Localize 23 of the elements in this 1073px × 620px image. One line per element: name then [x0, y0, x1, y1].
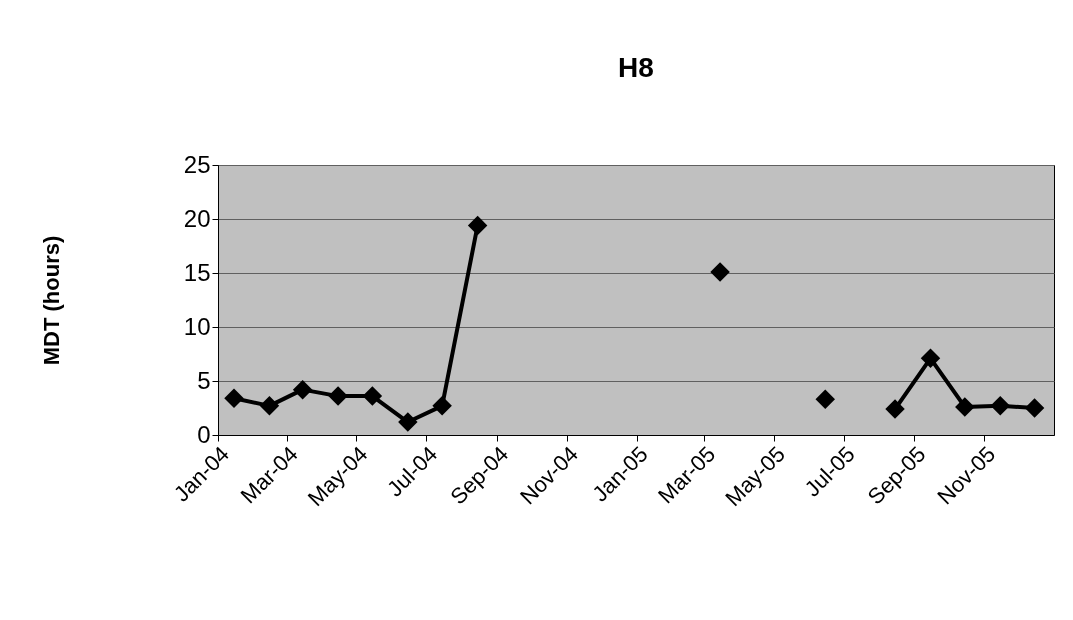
point	[398, 412, 418, 432]
y-axis-title: MDT (hours)	[38, 235, 64, 366]
point	[1024, 398, 1045, 418]
y-tick-label: 5	[197, 366, 211, 394]
point	[710, 262, 730, 282]
point	[955, 397, 975, 417]
y-tick-label: 25	[183, 150, 211, 178]
point	[990, 396, 1010, 416]
point	[328, 386, 348, 406]
point	[259, 396, 280, 416]
y-tick-label: 15	[183, 258, 211, 286]
point	[885, 399, 905, 419]
point	[362, 386, 383, 406]
point	[292, 379, 313, 400]
point	[467, 215, 488, 236]
chart-title: H8	[618, 52, 654, 83]
point	[224, 388, 244, 409]
point	[920, 348, 941, 369]
point	[432, 396, 452, 416]
point	[815, 389, 836, 410]
y-tick-label: 20	[183, 204, 211, 232]
y-tick-label: 0	[197, 420, 211, 448]
y-tick-label: 10	[183, 312, 211, 340]
